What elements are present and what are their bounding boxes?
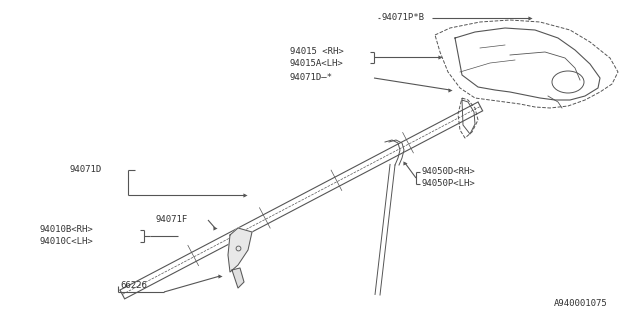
Text: 94010B<RH>: 94010B<RH> (40, 226, 93, 235)
Text: 94071F: 94071F (155, 215, 188, 225)
Text: 66226: 66226 (120, 282, 147, 291)
Text: 94071P*B: 94071P*B (382, 13, 425, 22)
Text: 94050P<LH>: 94050P<LH> (422, 180, 476, 188)
Text: 94015A<LH>: 94015A<LH> (290, 59, 344, 68)
Polygon shape (228, 228, 252, 272)
Text: 94015 <RH>: 94015 <RH> (290, 47, 344, 57)
Text: 94050D<RH>: 94050D<RH> (422, 167, 476, 177)
Text: 94010C<LH>: 94010C<LH> (40, 237, 93, 246)
Text: A940001075: A940001075 (554, 299, 608, 308)
Polygon shape (232, 268, 244, 288)
Text: 94071D: 94071D (70, 165, 102, 174)
Text: 94071D―*: 94071D―* (290, 74, 333, 83)
